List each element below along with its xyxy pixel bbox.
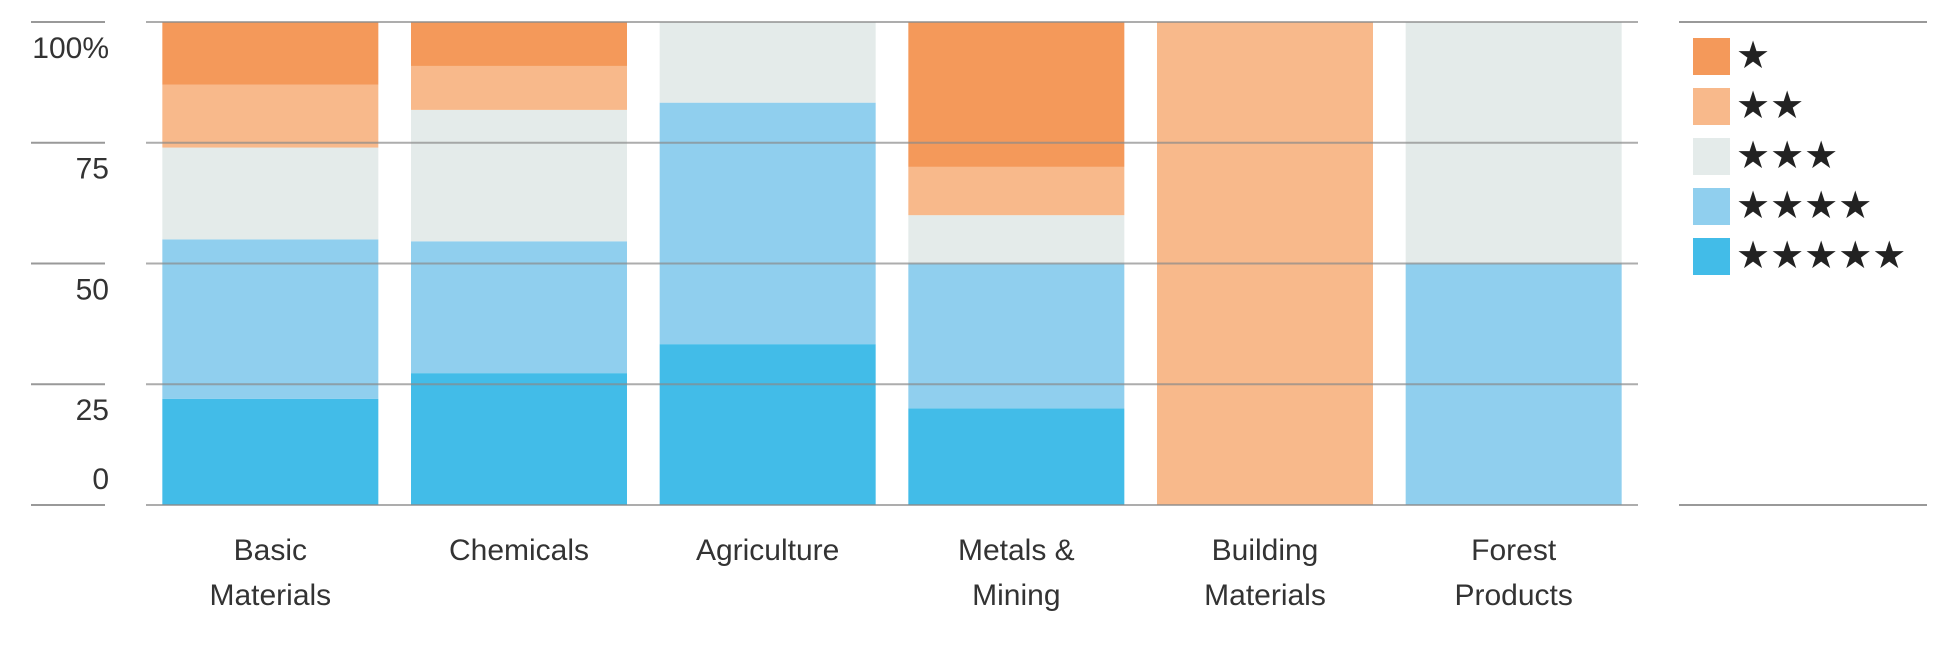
bar-segment: [162, 398, 379, 505]
legend-label: ★★★★★: [1736, 235, 1906, 277]
bar-segment: [908, 166, 1125, 216]
bar-segment: [908, 263, 1125, 409]
x-tick-label: Metals & Mining: [958, 534, 1075, 612]
bar-segment: [411, 241, 627, 374]
x-tick-label: Agriculture: [696, 534, 839, 567]
y-tick-label: 0: [92, 463, 109, 496]
bar-segment: [659, 22, 876, 103]
y-tick-label: 75: [76, 153, 109, 186]
x-tick-label: Basic Materials: [209, 534, 331, 612]
bar-segment: [908, 215, 1125, 264]
bar-segment: [411, 65, 627, 110]
bar-segment: [659, 102, 876, 345]
bar-segment: [162, 84, 379, 148]
x-tick-label: Forest Products: [1454, 534, 1572, 612]
legend-label: ★★★★: [1736, 185, 1872, 227]
bar-segment: [162, 239, 379, 399]
legend-swatch: [1693, 188, 1730, 225]
x-tick-label: Chemicals: [449, 534, 589, 567]
bar-segment: [908, 22, 1125, 167]
legend-swatch: [1693, 88, 1730, 125]
bar-segment: [162, 147, 379, 240]
legend-swatch: [1693, 138, 1730, 175]
legend-label: ★: [1736, 35, 1770, 77]
bar-segment: [162, 22, 379, 85]
legend: ★★★★★★★★★★★★★★★: [1693, 35, 1906, 277]
legend-label: ★★: [1736, 85, 1804, 127]
bar-segment: [411, 22, 627, 66]
bar-segment: [411, 109, 627, 242]
x-tick-label: Building Materials: [1204, 534, 1326, 612]
y-tick-label: 25: [76, 394, 109, 427]
legend-swatch: [1693, 238, 1730, 275]
bar-segment: [411, 373, 627, 505]
bar-segment: [659, 344, 876, 505]
y-tick-label: 100%: [32, 32, 109, 65]
bar-segment: [908, 408, 1125, 505]
y-tick-label: 50: [76, 273, 109, 306]
legend-label: ★★★: [1736, 135, 1838, 177]
legend-swatch: [1693, 38, 1730, 75]
